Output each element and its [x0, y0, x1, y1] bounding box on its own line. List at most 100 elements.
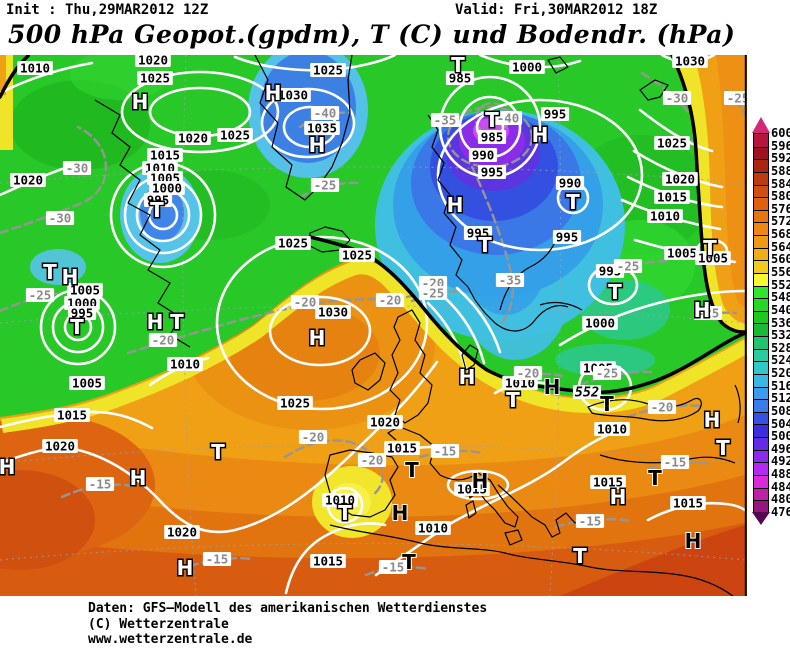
- colorbar-value: 560: [771, 252, 790, 267]
- colorbar: [753, 133, 769, 513]
- pressure-label: 1025: [217, 128, 253, 143]
- high-center-letter: H: [130, 89, 150, 116]
- colorbar-arrow-down: [752, 512, 770, 525]
- high-center-letter: H: [145, 309, 165, 336]
- colorbar-segment: [754, 399, 768, 412]
- svg-text:T: T: [451, 55, 465, 77]
- colorbar-value: 496: [771, 441, 790, 456]
- svg-text:995: 995: [147, 193, 170, 208]
- svg-text:1005: 1005: [70, 283, 100, 298]
- pressure-label: 1030: [672, 55, 708, 69]
- pressure-label: 985: [477, 130, 507, 145]
- svg-text:-25: -25: [314, 178, 337, 193]
- svg-text:-15: -15: [664, 455, 687, 470]
- svg-text:1025: 1025: [140, 71, 170, 86]
- high-center-letter: H: [702, 407, 722, 434]
- low-center-letter: T: [450, 55, 467, 79]
- colorbar-value: 580: [771, 189, 790, 204]
- graticule: [0, 55, 746, 596]
- pressure-label: 1020: [10, 173, 46, 188]
- svg-text:H: H: [147, 310, 164, 334]
- pressure-label: 995: [552, 230, 582, 245]
- footer-line3: www.wetterzentrale.de: [88, 632, 253, 647]
- colorbar-value: 484: [771, 479, 790, 494]
- pressure-label: 995: [67, 306, 97, 321]
- svg-text:995: 995: [556, 230, 579, 245]
- colorbar-segment: [754, 424, 768, 437]
- temp-label: -15: [85, 477, 115, 492]
- temp-label: -15: [378, 560, 408, 575]
- high-center-letter: H: [530, 122, 550, 149]
- pressure-label: 1010: [647, 209, 683, 224]
- colorbar-segment: [754, 260, 768, 273]
- colorbar-segment: [754, 197, 768, 210]
- svg-text:1015: 1015: [673, 496, 703, 511]
- colorbar-value: 504: [771, 416, 790, 431]
- low-center-letter: T: [647, 465, 663, 491]
- pressure-label: 1020: [662, 172, 698, 187]
- temp-label: -40: [493, 111, 523, 126]
- colorbar-value: 480: [771, 492, 790, 507]
- svg-text:T: T: [43, 260, 57, 284]
- svg-text:1015: 1015: [593, 475, 623, 490]
- svg-text:995: 995: [544, 107, 567, 122]
- temp-label: -20: [298, 430, 328, 445]
- pressure-label: 1015: [590, 475, 626, 490]
- pressure-label: 990: [468, 148, 498, 163]
- svg-text:-20: -20: [379, 293, 402, 308]
- pressure-label: 1005: [664, 246, 700, 261]
- high-center-letter: H: [471, 468, 490, 494]
- pressure-label: 1005: [695, 251, 731, 266]
- init-time-label: Init : Thu,29MAR2012 12Z: [6, 2, 209, 18]
- pressure-label: 1015: [384, 441, 420, 456]
- temp-label: -20: [513, 366, 543, 381]
- colorbar-value: 552: [771, 277, 790, 292]
- low-center-letter: T: [505, 387, 522, 414]
- colorbar-segment: [754, 159, 768, 172]
- low-center-letter: T: [401, 549, 417, 575]
- svg-text:H: H: [472, 469, 489, 493]
- colorbar-segment: [754, 285, 768, 299]
- svg-text:-25: -25: [29, 288, 52, 303]
- coastlines: [94, 55, 741, 596]
- svg-text:H: H: [532, 123, 549, 147]
- colorbar-value: 596: [771, 138, 790, 153]
- map-title: 500 hPa Geopot.(gpdm), T (C) und Bodendr…: [8, 20, 736, 49]
- colorbar-value: 572: [771, 214, 790, 229]
- svg-text:1020: 1020: [370, 415, 400, 430]
- high-center-letter: H: [175, 555, 195, 582]
- svg-text:H: H: [309, 133, 326, 157]
- temp-label: -30: [62, 161, 92, 176]
- pressure-label: 1025: [277, 396, 313, 411]
- svg-text:T: T: [402, 550, 416, 574]
- colorbar-value: 516: [771, 378, 790, 393]
- svg-text:1010: 1010: [597, 422, 627, 437]
- svg-text:990: 990: [559, 176, 582, 191]
- weather-map: 1010 1020 1025 1025 1030 1035 1020 1025 1015 1010…: [0, 55, 747, 596]
- svg-text:-35: -35: [499, 273, 522, 288]
- pressure-label: 1020: [164, 525, 200, 540]
- pressure-label: 1030: [315, 305, 351, 320]
- svg-text:H: H: [0, 455, 15, 479]
- svg-text:-35: -35: [434, 113, 457, 128]
- svg-text:1025: 1025: [657, 136, 687, 151]
- colorbar-segment: [754, 184, 768, 198]
- temp-label: -25: [25, 288, 55, 303]
- temp-label: -25: [418, 286, 448, 301]
- svg-text:1015: 1015: [387, 441, 417, 456]
- svg-text:H: H: [130, 466, 147, 490]
- svg-text:H: H: [685, 529, 702, 553]
- svg-text:1035: 1035: [307, 121, 337, 136]
- pressure-label: 1015: [670, 496, 706, 511]
- svg-text:1030: 1030: [318, 305, 348, 320]
- svg-text:H: H: [392, 501, 409, 525]
- colorbar-value: 492: [771, 454, 790, 469]
- geopotential-label: 552: [572, 385, 602, 401]
- temp-label: -40: [310, 106, 340, 121]
- high-center-letter: H: [0, 454, 17, 481]
- low-center-letter: T: [565, 189, 582, 216]
- valid-time-label: Valid: Fri,30MAR2012 18Z: [455, 2, 658, 18]
- svg-text:1010: 1010: [170, 357, 200, 372]
- svg-text:-30: -30: [66, 161, 89, 176]
- pressure-label: 1015: [147, 148, 183, 163]
